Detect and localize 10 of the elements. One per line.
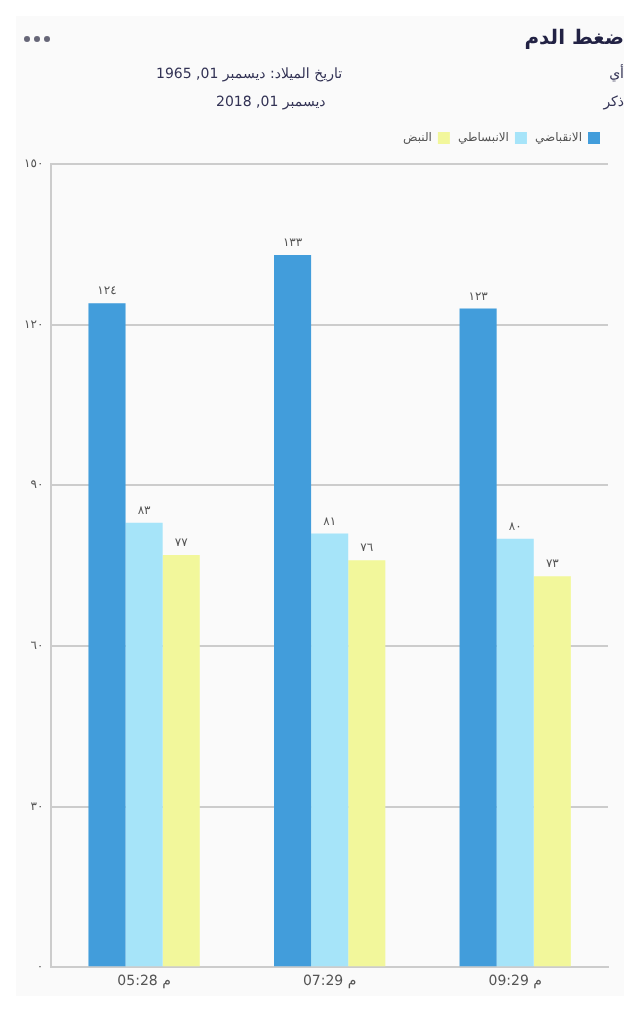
bar — [496, 538, 534, 967]
bar — [533, 576, 571, 967]
bar — [88, 303, 126, 967]
bar — [348, 560, 386, 967]
bar — [162, 554, 200, 967]
chart-title: ضغط الدم — [524, 27, 624, 49]
bar — [274, 255, 312, 967]
bar — [311, 533, 349, 967]
bar — [459, 308, 497, 967]
bar — [125, 522, 163, 967]
